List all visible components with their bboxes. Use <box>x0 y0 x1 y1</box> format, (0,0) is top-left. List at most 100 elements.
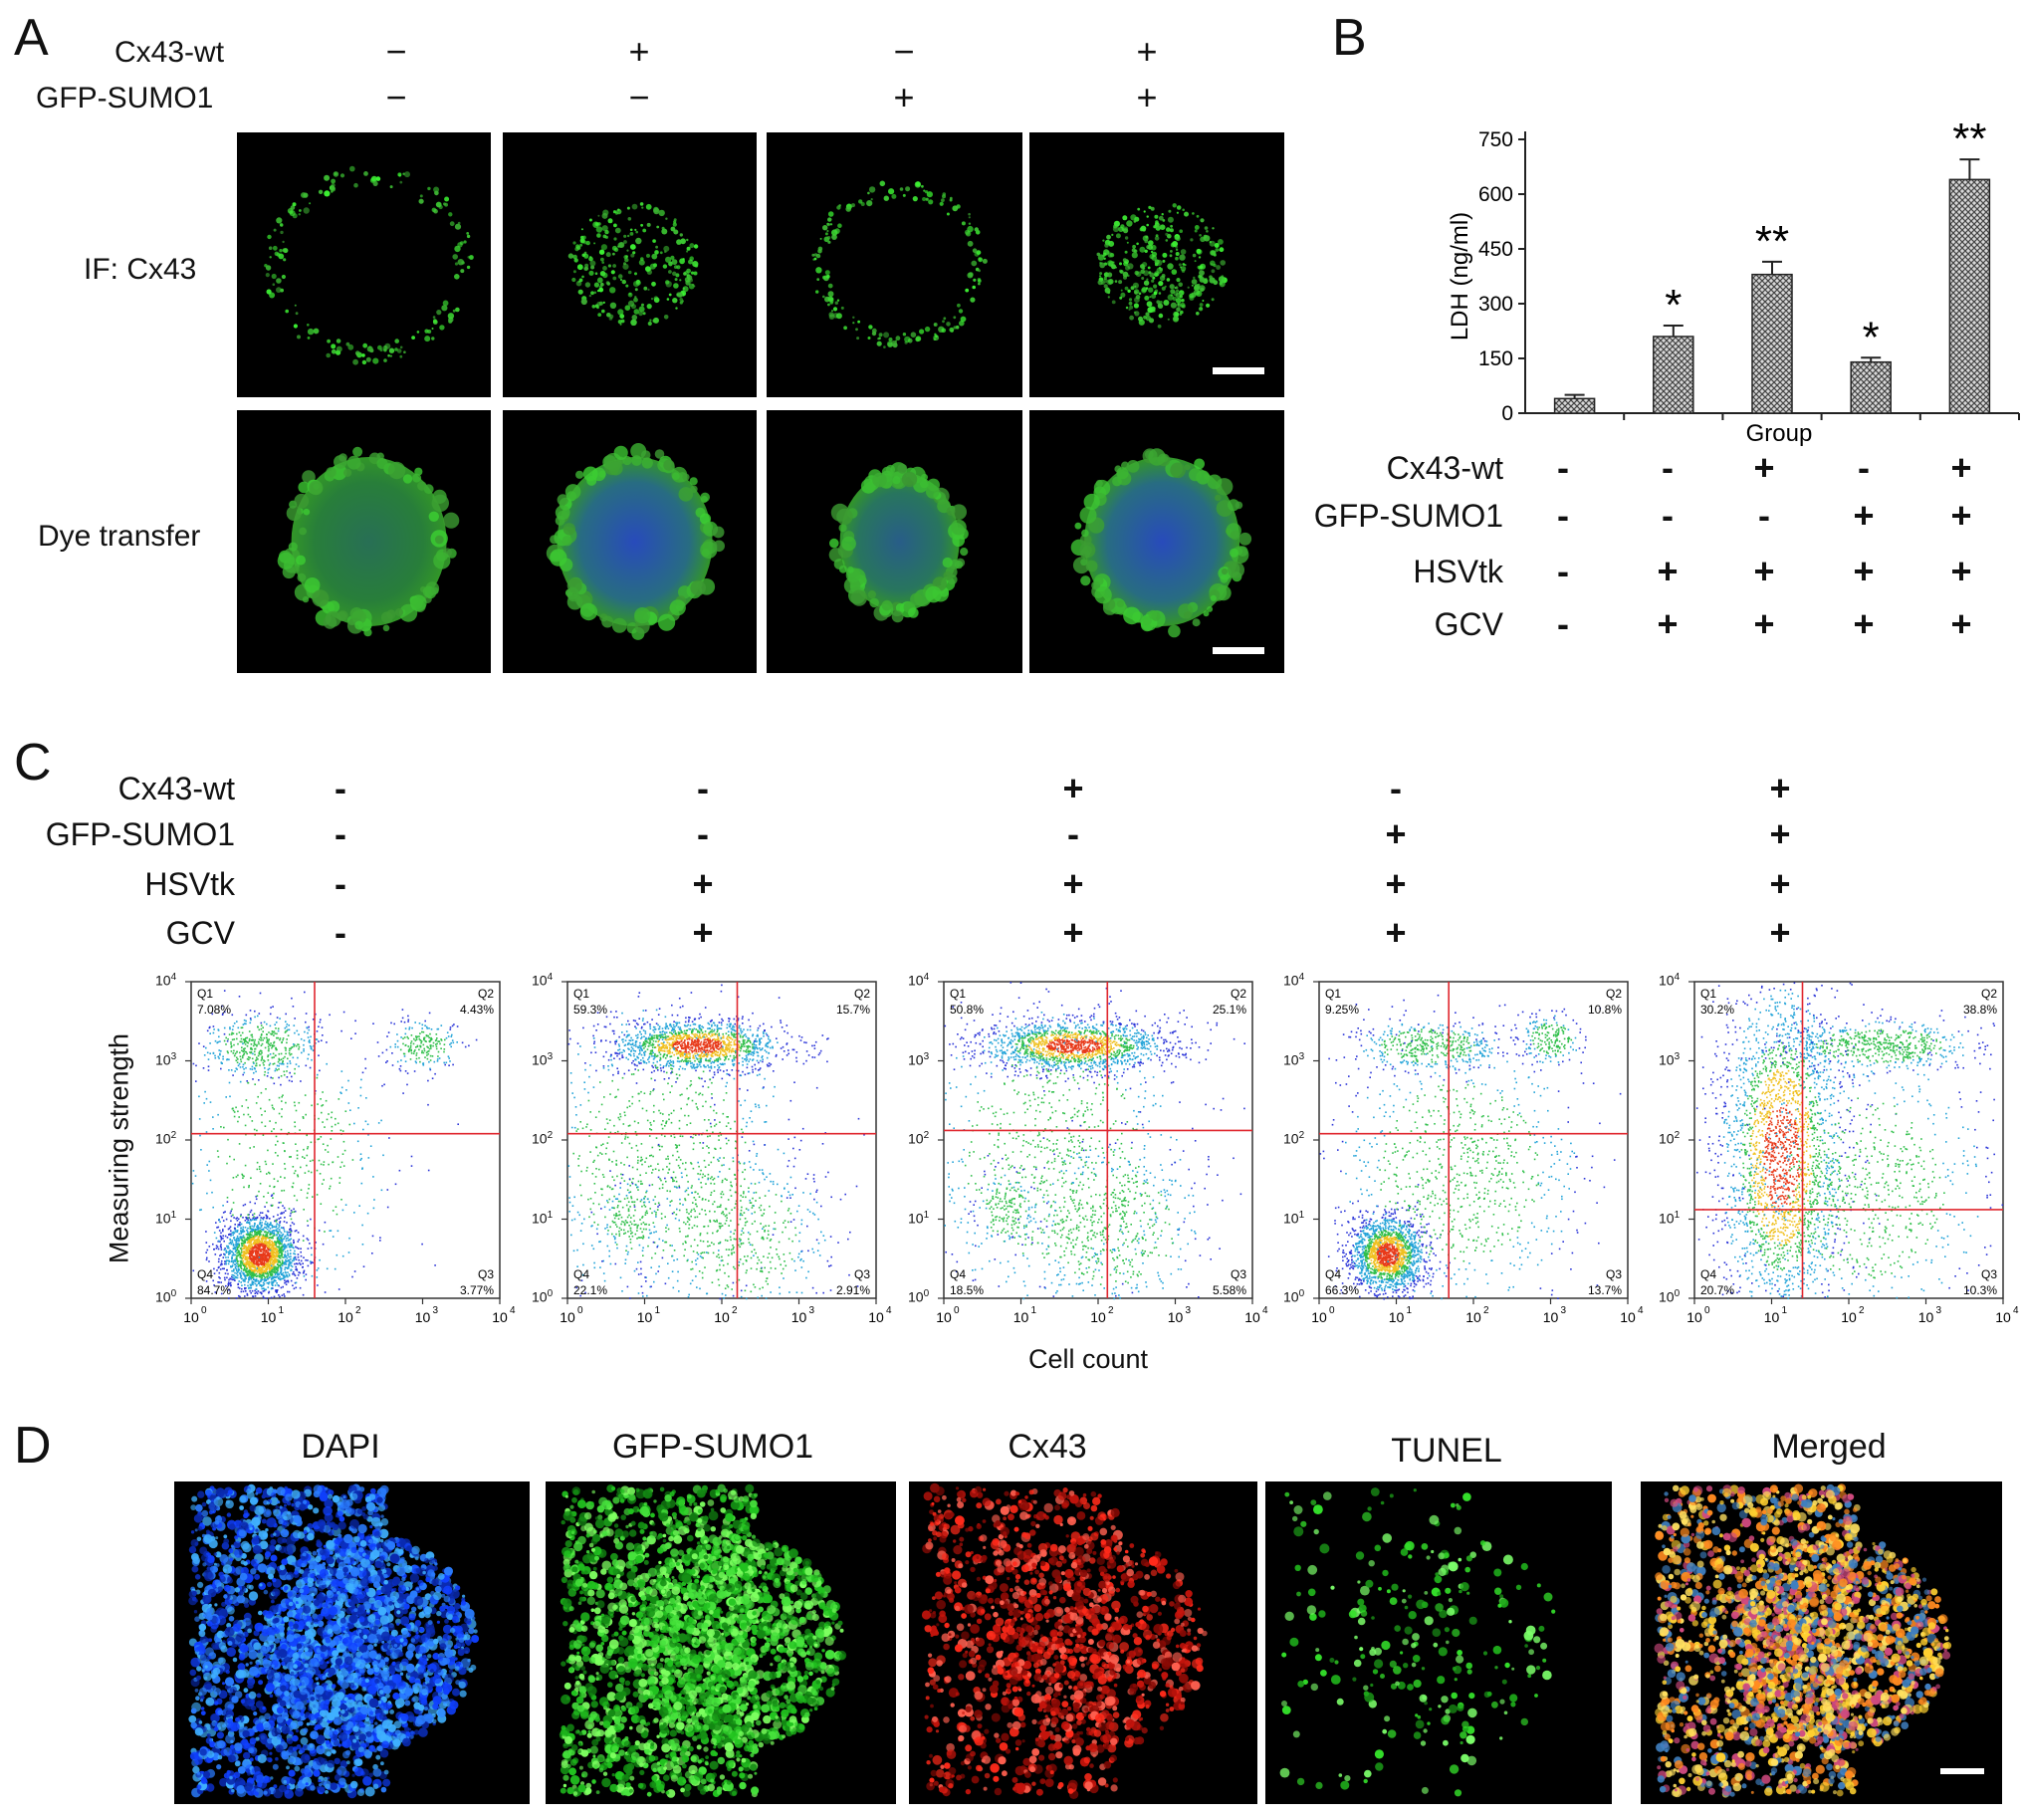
quadrant-name: Q1 <box>197 987 213 1001</box>
y-tick-label: 100 <box>532 1288 553 1305</box>
panel-b-sign: - <box>1543 450 1583 486</box>
x-tick-exponent: 4 <box>510 1305 516 1316</box>
quadrant-percent: 15.7% <box>836 1003 870 1017</box>
if-cx43-image <box>237 132 491 397</box>
x-tick-label: 10 <box>637 1309 653 1325</box>
panel-d-title: Merged <box>1680 1428 1978 1467</box>
y-tick-label: 101 <box>1283 1210 1304 1227</box>
y-tick-label: 103 <box>1659 1051 1680 1068</box>
quadrant-name: Q1 <box>1700 987 1716 1001</box>
x-tick-exponent: 2 <box>355 1305 361 1316</box>
x-tick-label: 10 <box>492 1309 508 1325</box>
panel-d-image-5 <box>1641 1481 2002 1804</box>
panel-b-condition-label: Cx43-wt <box>1387 452 1503 484</box>
x-tick-exponent: 0 <box>1704 1305 1710 1316</box>
y-tick-label: 104 <box>155 972 176 989</box>
x-tick-label: 10 <box>1465 1309 1481 1325</box>
panel-a-sign: + <box>1127 34 1167 70</box>
x-tick-label: 10 <box>1686 1309 1702 1325</box>
panel-c-sign: - <box>1053 816 1093 852</box>
y-axis-label: LDH (ng/ml) <box>1447 212 1473 341</box>
y-tick-label: 103 <box>908 1051 929 1068</box>
x-tick-label: 10 <box>1389 1309 1405 1325</box>
x-tick-label: 10 <box>1995 1309 2011 1325</box>
panel-c-sign: - <box>321 771 360 806</box>
panel-a-row-label-if: IF: Cx43 <box>84 255 196 285</box>
quadrant-percent: 50.8% <box>950 1003 984 1017</box>
quadrant-percent: 5.58% <box>1213 1283 1246 1297</box>
panel-c-sign: - <box>1376 771 1416 806</box>
panel-b-sign: + <box>1844 554 1884 589</box>
x-tick-label: 10 <box>337 1309 353 1325</box>
significance-label: * <box>1863 313 1880 361</box>
panel-b-condition-label: GFP-SUMO1 <box>1314 500 1503 532</box>
panel-c-ylabel: Measuring strength <box>105 1015 134 1283</box>
panel-d-title: TUNEL <box>1297 1432 1596 1471</box>
dye-transfer-image <box>503 410 757 673</box>
scale-bar <box>1940 1768 1984 1774</box>
panel-a-row-label-dye: Dye transfer <box>38 522 200 552</box>
panel-b-sign: + <box>1941 450 1981 486</box>
quadrant-percent: 13.7% <box>1588 1283 1622 1297</box>
panel-c-sign: + <box>1760 816 1800 852</box>
panel-a-sign: + <box>619 34 659 70</box>
y-tick-label: 100 <box>155 1288 176 1305</box>
y-tick-label: 101 <box>908 1210 929 1227</box>
panel-b-sign: + <box>1941 606 1981 642</box>
quadrant-name: Q1 <box>1325 987 1341 1001</box>
flow-cytometry-plot: Q1 30.2% Q2 38.8% Q3 10.3% Q4 20.7% 10 0 10 1 10 2 10 3… <box>1686 981 2022 1343</box>
panel-c-sign: + <box>1760 771 1800 806</box>
quadrant-percent: 84.7% <box>197 1283 231 1297</box>
quadrant-name: Q4 <box>573 1267 589 1281</box>
quadrant-name: Q2 <box>1231 987 1246 1001</box>
x-tick-label: 10 <box>1311 1309 1327 1325</box>
panel-c-sign: + <box>1053 915 1093 951</box>
x-tick-exponent: 1 <box>1407 1305 1413 1316</box>
panel-b-sign: + <box>1844 606 1884 642</box>
panel-c-sign: + <box>1760 866 1800 902</box>
if-cx43-image <box>503 132 757 397</box>
quadrant-name: Q3 <box>1231 1267 1246 1281</box>
panel-c-sign: + <box>683 866 723 902</box>
panel-a-sign: − <box>376 34 416 70</box>
x-tick-label: 10 <box>714 1309 730 1325</box>
panel-c-sign: + <box>1760 915 1800 951</box>
panel-b-sign: + <box>1941 554 1981 589</box>
quadrant-name: Q3 <box>1981 1267 1997 1281</box>
y-tick-label: 102 <box>1659 1130 1680 1147</box>
panel-b-sign: + <box>1941 498 1981 534</box>
x-tick-label: 10 <box>1168 1309 1184 1325</box>
y-tick-label: 102 <box>155 1130 176 1147</box>
y-tick-label: 101 <box>1659 1210 1680 1227</box>
x-tick-exponent: 0 <box>1329 1305 1335 1316</box>
quadrant-name: Q1 <box>573 987 589 1001</box>
y-tick-label: 104 <box>908 972 929 989</box>
quadrant-percent: 4.43% <box>460 1003 494 1017</box>
panel-b-letter: B <box>1332 12 1367 64</box>
x-tick-label: 10 <box>1918 1309 1934 1325</box>
x-tick-label: 10 <box>415 1309 431 1325</box>
panel-a-condition-label: GFP-SUMO1 <box>36 84 213 114</box>
y-tick-label: 100 <box>1659 1288 1680 1305</box>
bar <box>1850 360 1892 414</box>
quadrant-name: Q2 <box>478 987 494 1001</box>
panel-d-title: Cx43 <box>898 1428 1197 1467</box>
x-tick-exponent: 4 <box>1638 1305 1644 1316</box>
significance-label: ** <box>1755 217 1789 266</box>
y-tick-label: 103 <box>155 1051 176 1068</box>
flow-cytometry-plot: Q1 9.25% Q2 10.8% Q3 13.7% Q4 66.3% 10 0 10 1 10 2 10 3… <box>1311 981 1648 1343</box>
quadrant-name: Q1 <box>950 987 966 1001</box>
panel-b-sign: + <box>1744 450 1784 486</box>
panel-d-image-4 <box>1265 1481 1612 1804</box>
panel-d-title: GFP-SUMO1 <box>563 1428 862 1467</box>
panel-c-sign: - <box>321 866 360 902</box>
x-tick-label: 10 <box>560 1309 575 1325</box>
y-tick-label: 300 <box>1478 293 1513 316</box>
x-tick-exponent: 0 <box>577 1305 583 1316</box>
panel-c-sign: - <box>683 771 723 806</box>
panel-b-sign: - <box>1648 498 1687 534</box>
quadrant-name: Q2 <box>1981 987 1997 1001</box>
x-tick-exponent: 4 <box>886 1305 892 1316</box>
quadrant-name: Q4 <box>950 1267 966 1281</box>
panel-c-sign: - <box>321 816 360 852</box>
